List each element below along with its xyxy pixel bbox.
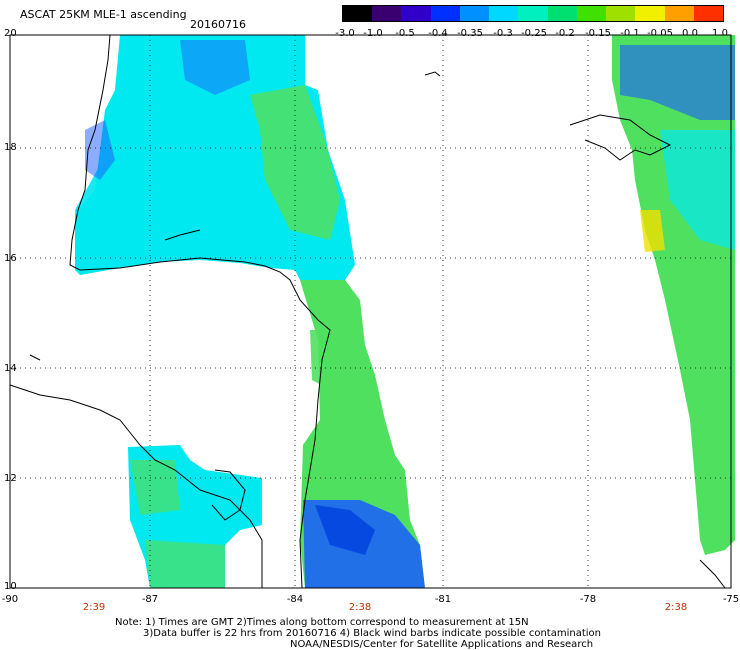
patch-blue-west: [85, 120, 115, 180]
colorbar-segment: [459, 6, 490, 21]
longitude-label: -75: [722, 594, 740, 605]
latitude-label: 18: [4, 142, 17, 153]
latitude-label: 16: [4, 253, 17, 264]
colorbar-segment: [401, 6, 431, 21]
colorbar-segment: [664, 6, 694, 21]
colorbar-segment: [343, 6, 373, 21]
colorbar-label: -0.1: [620, 28, 640, 39]
colorbar-label: -3.0: [335, 28, 355, 39]
pass-time-label: 2:38: [664, 602, 688, 613]
colorbar-segment: [372, 6, 402, 21]
longitude-label: -84: [286, 594, 304, 605]
colorbar-label: -1.0: [363, 28, 383, 39]
coastline-island-small: [29, 354, 41, 361]
coastline-island-north: [164, 229, 201, 241]
patch-deepblue-central: [315, 505, 375, 555]
coastline-colombia: [699, 559, 726, 589]
latitude-label: 10: [4, 581, 17, 592]
colorbar-segment: [518, 6, 548, 21]
colorbar-label: -0.05: [647, 28, 673, 39]
colorbar-label: 0.0: [682, 28, 698, 39]
product-date: 20160716: [190, 18, 246, 31]
patch-cyan-west: [75, 150, 230, 255]
coastline-mainland-west: [69, 34, 331, 589]
coastline-islet: [424, 71, 441, 77]
colorbar-label: -0.4: [428, 28, 448, 39]
product-title: ASCAT 25KM MLE-1 ascending: [20, 8, 187, 21]
colorbar-label: -0.3: [493, 28, 513, 39]
patch-yellow-east: [640, 210, 665, 252]
colorbar-label: 1.0: [712, 28, 728, 39]
patch-blue-north: [180, 40, 250, 95]
colorbar-segment: [606, 6, 636, 21]
colorbar-segment: [693, 6, 724, 21]
pass-time-label: 2:39: [82, 602, 106, 613]
patch-blue-east: [620, 45, 735, 120]
coastline-lake-nicaragua: [211, 469, 246, 521]
note-line-3: NOAA/NESDIS/Center for Satellite Applica…: [290, 639, 594, 650]
colorbar-label: -0.35: [457, 28, 483, 39]
colorbar-label: -0.15: [585, 28, 611, 39]
colorbar-label: -0.2: [555, 28, 575, 39]
colorbar-label: -0.25: [521, 28, 547, 39]
patch-green-north: [250, 85, 340, 240]
coastline-central-america: [9, 384, 263, 588]
colorbar-segment: [547, 6, 577, 21]
colorbar-segment: [635, 6, 665, 21]
patch-green-sw2: [145, 540, 225, 588]
pass-time-label: 2:38: [348, 602, 372, 613]
colorbar-segment: [576, 6, 607, 21]
coastline-hispaniola: [569, 114, 672, 161]
colorbar-segment: [430, 6, 460, 21]
longitude-label: -87: [141, 594, 159, 605]
note-line-1: Note: 1) Times are GMT 2)Times along bot…: [115, 617, 529, 628]
longitude-label: -90: [1, 594, 19, 605]
note-line-2: 3)Data buffer is 22 hrs from 20160716 4)…: [143, 628, 601, 639]
patch-cyan-east: [660, 130, 735, 250]
map-frame: [9, 34, 732, 589]
latitude-label: 14: [4, 363, 17, 374]
patch-green-sw: [130, 460, 180, 515]
latitude-label: 20: [4, 28, 17, 39]
latitude-label: 12: [4, 473, 17, 484]
colorbar-label: -0.5: [395, 28, 415, 39]
longitude-label: -81: [434, 594, 452, 605]
colorbar: [342, 5, 724, 22]
colorbar-segment: [489, 6, 519, 21]
longitude-label: -78: [579, 594, 597, 605]
